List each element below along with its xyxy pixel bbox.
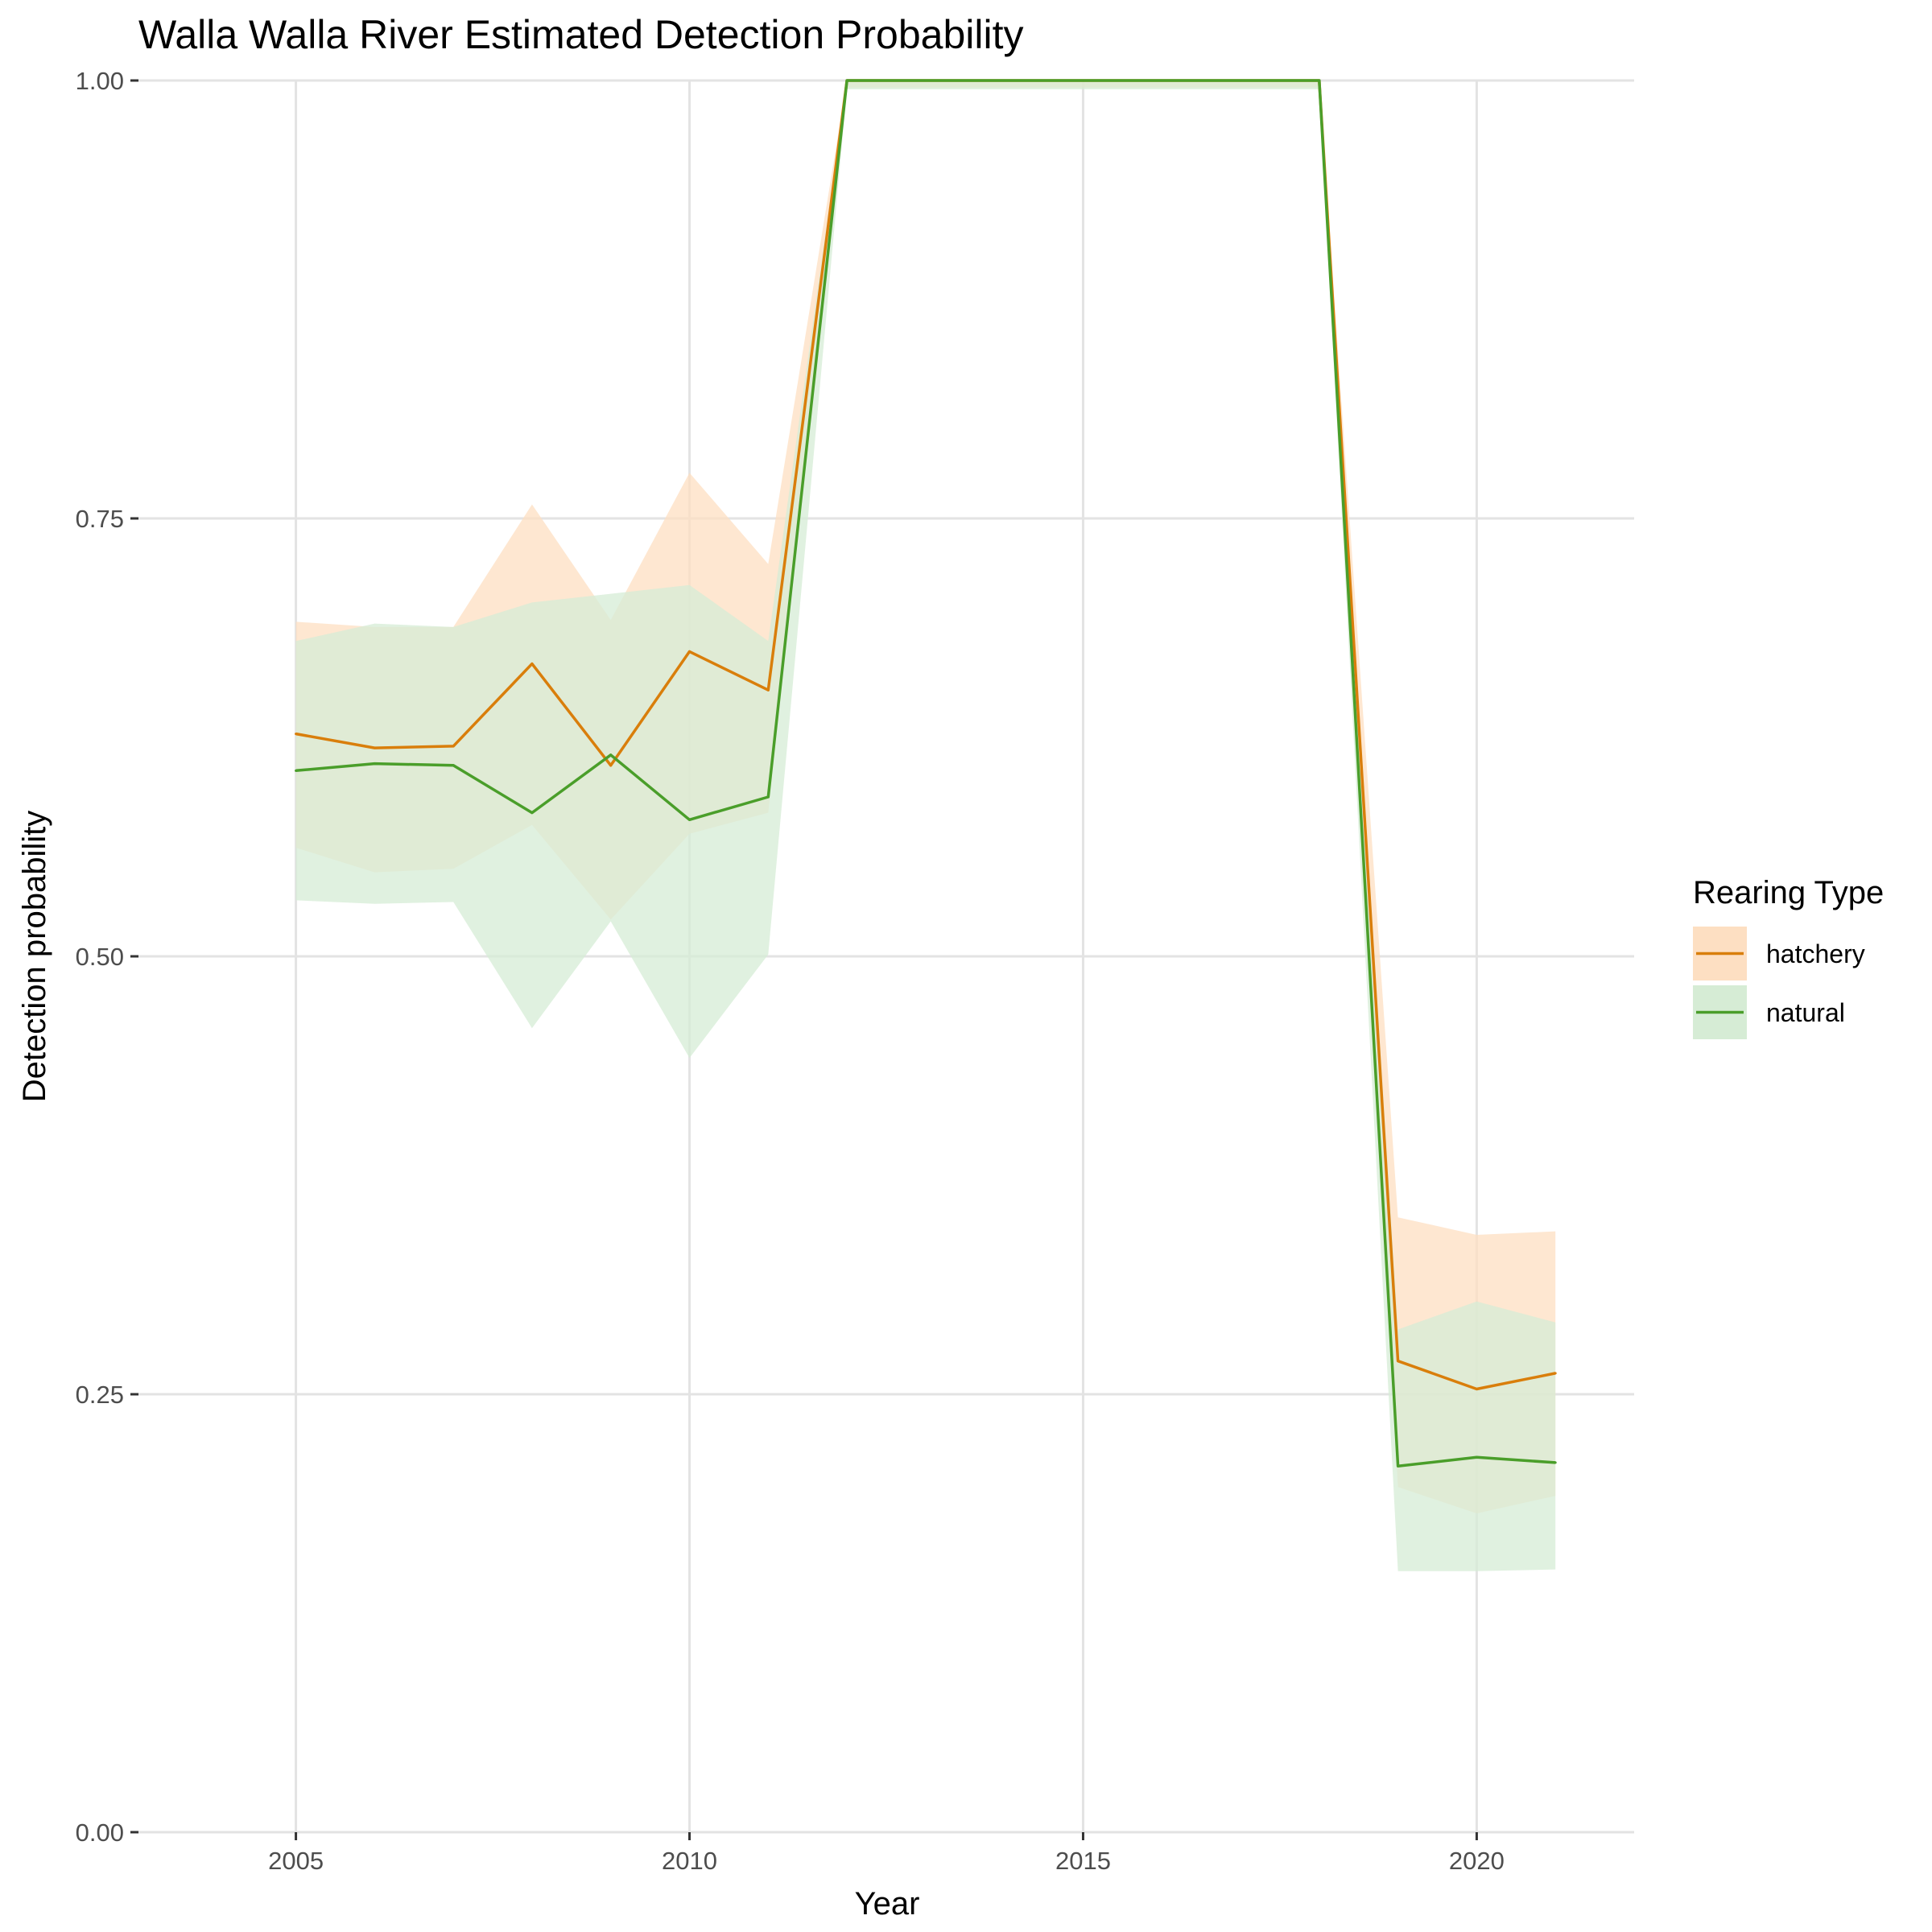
natural-point-2012: [845, 79, 848, 82]
legend-label-hatchery: hatchery: [1766, 939, 1865, 968]
natural-point-2018: [1318, 79, 1321, 82]
natural-confidence-band: [295, 80, 1556, 1571]
natural-point-2013: [924, 79, 927, 82]
y-tick-label-1: 0.25: [76, 1381, 124, 1409]
hatchery-point-2019: [1397, 1360, 1400, 1363]
natural-point-2010: [688, 818, 691, 821]
hatchery-point-2010: [688, 650, 691, 653]
y-axis-title: Detection probability: [17, 811, 52, 1102]
natural-point-2006: [373, 762, 376, 766]
y-axis: 0.00 0.25 0.50 0.75 1.00: [76, 67, 138, 1847]
legend-title: Rearing Type: [1693, 875, 1884, 910]
natural-point-2007: [452, 764, 455, 767]
natural-point-2005: [295, 769, 298, 772]
x-axis-title: Year: [855, 1886, 920, 1922]
y-tick-label-4: 1.00: [76, 67, 124, 95]
confidence-bands: [295, 80, 1556, 1571]
natural-point-2020: [1475, 1455, 1478, 1459]
legend: Rearing Type hatchery natural: [1693, 875, 1884, 1039]
x-tick-label-1: 2010: [662, 1847, 717, 1875]
x-axis: 2005 2010 2015 2020: [268, 1832, 1505, 1875]
natural-point-2021: [1554, 1461, 1557, 1464]
series-lines: [295, 79, 1557, 1468]
hatchery-point-2011: [766, 688, 770, 691]
legend-label-natural: natural: [1766, 998, 1845, 1027]
natural-point-2015: [1081, 79, 1084, 82]
hatchery-point-2005: [295, 733, 298, 736]
hatchery-point-2009: [609, 764, 613, 767]
hatchery-point-2006: [373, 746, 376, 749]
legend-items: hatchery natural: [1693, 927, 1865, 1039]
natural-point-2009: [609, 753, 613, 757]
x-tick-label-2: 2015: [1055, 1847, 1111, 1875]
hatchery-point-2007: [452, 745, 455, 748]
natural-point-2008: [530, 811, 534, 815]
natural-point-2017: [1239, 79, 1242, 82]
plot-panel: [138, 79, 1634, 1834]
natural-point-2014: [1003, 79, 1006, 82]
hatchery-point-2021: [1554, 1372, 1557, 1375]
natural-point-2016: [1160, 79, 1163, 82]
chart-title: Walla Walla River Estimated Detection Pr…: [138, 12, 1023, 57]
y-tick-label-2: 0.50: [76, 943, 124, 971]
natural-point-2011: [766, 795, 770, 799]
x-tick-label-0: 2005: [268, 1847, 324, 1875]
x-tick-label-3: 2020: [1449, 1847, 1505, 1875]
hatchery-point-2008: [530, 663, 534, 666]
natural-point-2019: [1397, 1464, 1400, 1468]
y-tick-label-0: 0.00: [76, 1818, 124, 1847]
y-tick-label-3: 0.75: [76, 505, 124, 533]
hatchery-point-2020: [1475, 1387, 1478, 1390]
